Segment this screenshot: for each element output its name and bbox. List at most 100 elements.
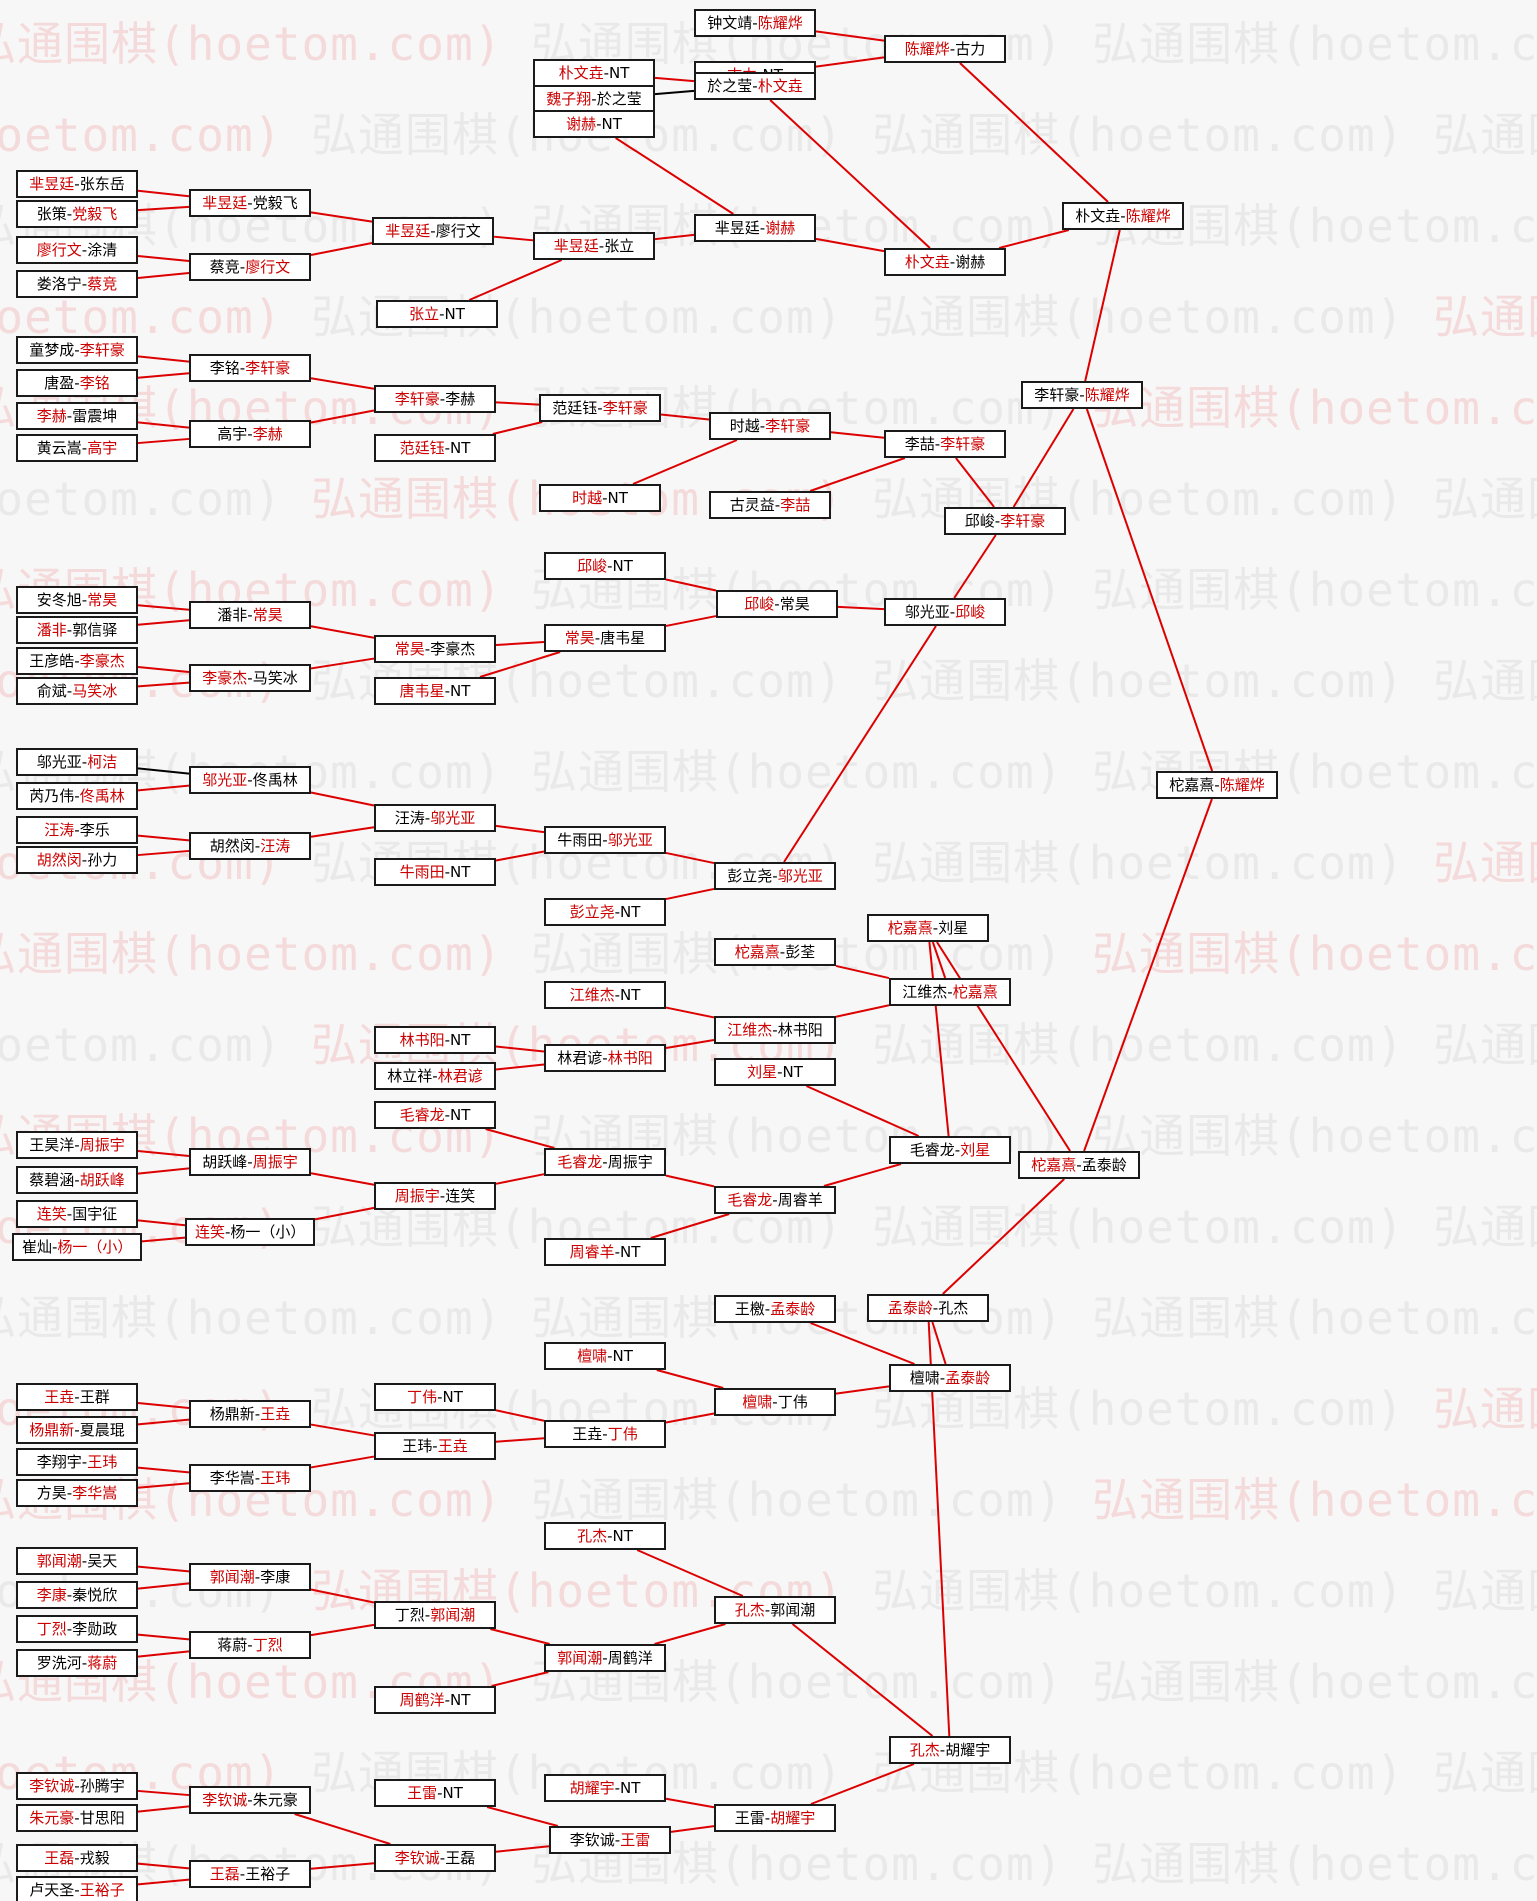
player-name: 李翔宇- bbox=[36, 1453, 88, 1471]
match-box-ftj: 范廷钰-NT bbox=[374, 434, 496, 462]
match-box-g2d: 黄云嵩-高宇 bbox=[16, 434, 138, 462]
winner-name: 时越 bbox=[572, 489, 603, 507]
match-box-wleihyy: 王雷-胡耀宇 bbox=[714, 1804, 836, 1832]
watermark-text: 弘通围棋(hoetom.com) bbox=[872, 654, 1434, 708]
player-name: -NT bbox=[444, 1691, 471, 1709]
winner-name: 魏子翔 bbox=[546, 90, 592, 108]
player-name: -王群 bbox=[74, 1388, 110, 1406]
watermark-text: 弘通围棋(hoetom.com) bbox=[0, 290, 283, 344]
watermark-text: 弘通围棋(hoetom.com) bbox=[1433, 654, 1537, 708]
match-box-g2w3: 李轩豪-李赫 bbox=[374, 385, 496, 413]
player-name: -孟泰龄 bbox=[1076, 1156, 1127, 1174]
player-name: 黄云嵩- bbox=[36, 439, 88, 457]
player-name: 汪涛- bbox=[394, 809, 431, 827]
winner-name: 李华嵩 bbox=[72, 1484, 118, 1502]
player-name: 王昊洋- bbox=[29, 1136, 80, 1154]
watermark-text: 弘通围棋(hoetom.com) bbox=[1092, 927, 1537, 981]
watermark-text: 弘通围棋(hoetom.com) bbox=[0, 17, 532, 71]
player-name: -杨一（小） bbox=[225, 1223, 306, 1241]
player-name: 李轩豪- bbox=[1034, 386, 1085, 404]
match-box-chlhj: 常昊-李豪杰 bbox=[374, 635, 496, 663]
winner-name: 周睿羊 bbox=[569, 1243, 615, 1261]
watermark-text: 弘通围棋(hoetom.com) bbox=[1092, 1291, 1537, 1345]
watermark-text: 弘通围棋(hoetom.com) bbox=[0, 1018, 283, 1072]
player-name: -林书阳 bbox=[772, 1021, 823, 1039]
winner-name: 邱峻 bbox=[955, 603, 986, 621]
player-name: -NT bbox=[607, 1527, 633, 1545]
player-name: -古力 bbox=[949, 40, 986, 58]
player-name: -廖行文 bbox=[430, 222, 481, 240]
match-box-plywgy: 彭立尧-邬光亚 bbox=[714, 862, 836, 890]
player-name: -朱元豪 bbox=[247, 1791, 298, 1809]
winner-name: 孟泰龄 bbox=[770, 1300, 816, 1318]
match-box-zl: 张立-NT bbox=[376, 300, 498, 328]
winner-name: 林君谚 bbox=[437, 1067, 483, 1085]
match-box-lx: 刘星-NT bbox=[714, 1058, 836, 1086]
winner-name: 彭立尧 bbox=[569, 903, 615, 921]
player-name: -张立 bbox=[598, 237, 635, 255]
match-box-g7b: 李康-秦悦欣 bbox=[16, 1581, 138, 1609]
winner-name: 李轩豪 bbox=[79, 341, 125, 359]
player-name: -涂清 bbox=[81, 241, 118, 259]
match-box-g5w2: 连笑-杨一（小） bbox=[185, 1218, 316, 1246]
match-box-g2a: 童梦成-李轩豪 bbox=[16, 336, 138, 364]
match-box-dw: 丁伟-NT bbox=[374, 1383, 496, 1411]
winner-name: 朴文垚 bbox=[558, 64, 604, 82]
watermark-text: 弘通围棋(hoetom.com) bbox=[872, 1018, 1434, 1072]
winner-name: 柁嘉熹 bbox=[1031, 1156, 1077, 1174]
match-box-txdw: 檀啸-丁伟 bbox=[714, 1388, 836, 1416]
match-box-g2b: 唐盈-李铭 bbox=[16, 369, 138, 397]
winner-name: 胡耀宇 bbox=[770, 1809, 816, 1827]
match-box-gwczhy: 郭闻潮-周鹤洋 bbox=[544, 1644, 666, 1672]
player-name: -胡耀宇 bbox=[939, 1741, 991, 1759]
match-box-hyy: 胡耀宇-NT bbox=[544, 1774, 666, 1802]
player-name: 邬光亚- bbox=[36, 753, 88, 771]
player-name: 唐盈- bbox=[44, 374, 80, 392]
player-name: 林君谚- bbox=[557, 1049, 608, 1067]
winner-name: 王玮 bbox=[260, 1469, 291, 1487]
match-box-g4w1: 邬光亚-佟禹林 bbox=[189, 766, 311, 794]
match-box-gly: 古灵益-李喆 bbox=[709, 491, 831, 519]
match-box-g1a: 芈昱廷-张东岳 bbox=[16, 170, 138, 198]
match-box-wgyqj: 邬光亚-邱峻 bbox=[884, 598, 1006, 626]
match-box-g1d: 娄洛宁-蔡竞 bbox=[16, 270, 138, 298]
match-box-final: 柁嘉熹-陈耀烨 bbox=[1156, 771, 1278, 799]
player-name: -李康 bbox=[254, 1568, 291, 1586]
winner-name: 廖行文 bbox=[245, 258, 291, 276]
match-box-twx: 唐韦星-NT bbox=[374, 677, 496, 705]
match-box-g5a: 王昊洋-周振宇 bbox=[16, 1131, 138, 1159]
player-name: -党毅飞 bbox=[247, 194, 298, 212]
winner-name: 柯洁 bbox=[87, 753, 118, 771]
player-name: -孙力 bbox=[81, 851, 118, 869]
match-box-yzy: 於之莹-朴文垚 bbox=[694, 72, 816, 100]
winner-name: 陈耀烨 bbox=[1219, 776, 1265, 794]
winner-name: 郭闻潮 bbox=[36, 1552, 82, 1570]
player-name: 毛睿龙- bbox=[909, 1141, 961, 1159]
player-name: -雷震坤 bbox=[66, 407, 118, 425]
match-box-g3d: 俞斌-马笑冰 bbox=[16, 677, 138, 705]
player-name: 娄洛宁- bbox=[36, 275, 88, 293]
winner-name: 柁嘉熹 bbox=[952, 983, 998, 1001]
winner-name: 芈昱廷 bbox=[29, 175, 75, 193]
player-name: 卢天圣- bbox=[29, 1881, 80, 1899]
match-box-g1w2: 蔡竞-廖行文 bbox=[189, 253, 311, 281]
player-name: -NT bbox=[444, 1031, 471, 1049]
winner-name: 杨一（小） bbox=[57, 1238, 133, 1256]
player-name: 王雷- bbox=[734, 1809, 771, 1827]
match-box-cyygl: 陈耀烨-古力 bbox=[884, 35, 1006, 63]
match-box-myzl: 芈昱廷-张立 bbox=[533, 232, 655, 260]
winner-name: 常昊 bbox=[394, 640, 425, 658]
player-name: -周鹤洋 bbox=[602, 1649, 653, 1667]
match-box-g6c: 李翔宇-王玮 bbox=[16, 1448, 138, 1476]
watermark-row: 弘通围棋(hoetom.com) 弘通围棋(hoetom.com) 弘通围棋(h… bbox=[0, 1737, 1537, 1803]
match-box-g6b: 杨鼎新-夏晨琨 bbox=[16, 1416, 138, 1444]
player-name: -NT bbox=[444, 682, 471, 700]
winner-name: 邬光亚 bbox=[607, 831, 653, 849]
watermark-text: 弘通围棋(hoetom.com) bbox=[1092, 17, 1537, 71]
winner-name: 刘星 bbox=[960, 1141, 991, 1159]
player-name: 彭立尧- bbox=[727, 867, 778, 885]
watermark-text: 弘通围棋(hoetom.com) bbox=[1433, 472, 1537, 526]
winner-name: 王垚 bbox=[260, 1405, 291, 1423]
match-box-g7w1: 郭闻潮-李康 bbox=[189, 1563, 311, 1591]
match-box-g8b: 朱元豪-甘思阳 bbox=[16, 1804, 138, 1832]
